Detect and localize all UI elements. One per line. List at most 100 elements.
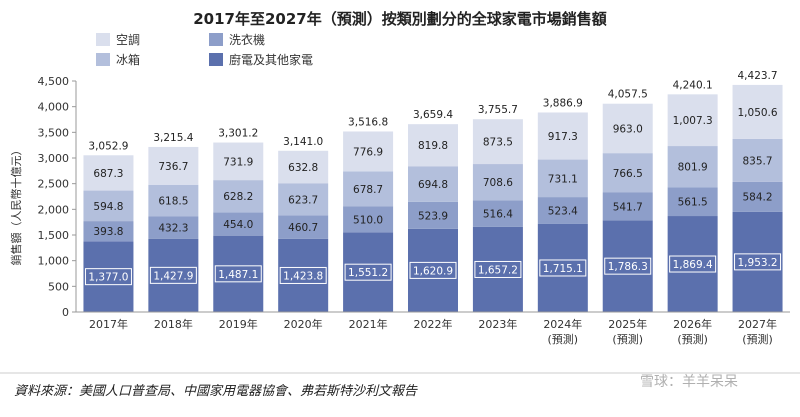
watermark-text: 雪球：羊羊呆呆 — [640, 374, 738, 390]
data-label-box — [734, 253, 782, 271]
bar-segment — [537, 159, 588, 198]
bar-segment — [408, 166, 458, 202]
data-label: 963.0 — [613, 123, 643, 135]
data-label: 523.4 — [548, 206, 578, 218]
bar-segment — [83, 190, 134, 222]
total-label: 4,423.7 — [738, 70, 778, 82]
x-tick-sublabel: (預測) — [742, 332, 773, 346]
x-tick-label: 2020年 — [284, 317, 323, 331]
x-tick-label: 2018年 — [154, 317, 193, 331]
data-label: 801.9 — [678, 162, 708, 174]
data-label: 835.7 — [743, 155, 773, 167]
y-tick-label: 500 — [48, 280, 69, 293]
y-axis: 0 500 1,000 1,500 2,000 2,500 3,000 3,500 4,000 4… — [38, 75, 77, 319]
bar-segment — [148, 216, 199, 239]
total-label: 3,301.2 — [218, 128, 258, 140]
x-tick-sublabel: (預測) — [548, 332, 579, 346]
x-tick-label: 2027年 — [738, 317, 777, 331]
data-label: 594.8 — [93, 201, 123, 213]
bar-segment — [343, 131, 394, 172]
data-label: 678.7 — [353, 184, 383, 196]
bar-segment — [278, 150, 329, 184]
bar-segment — [213, 180, 264, 213]
data-label: 687.3 — [93, 168, 123, 180]
data-label: 776.9 — [353, 146, 383, 158]
total-label: 3,659.4 — [413, 109, 453, 121]
bar-segment — [472, 200, 523, 227]
data-label: 766.5 — [613, 168, 643, 180]
data-label-box — [344, 263, 392, 281]
data-label-box — [149, 266, 197, 284]
data-label: 694.8 — [418, 179, 448, 191]
bar-segment — [732, 138, 783, 182]
data-label: 1,050.6 — [738, 107, 778, 119]
data-label: 393.8 — [93, 226, 123, 238]
bar-segment — [602, 153, 653, 193]
total-label: 4,057.5 — [608, 89, 648, 101]
y-tick-label: 1,500 — [38, 229, 70, 242]
y-tick-label: 2,000 — [38, 203, 70, 216]
data-label: 1,551.2 — [348, 267, 388, 279]
bars: 1,377.0 393.8 594.8 687.3 3,052.9 1,427.9 432.… — [83, 70, 783, 312]
data-label-box — [214, 265, 262, 283]
data-label: 561.5 — [678, 197, 708, 209]
data-label: 460.7 — [288, 222, 318, 234]
data-label-box — [409, 261, 457, 279]
total-label: 3,215.4 — [153, 132, 193, 144]
data-label: 819.8 — [418, 140, 448, 152]
data-label: 1,007.3 — [673, 115, 713, 127]
total-label: 3,516.8 — [348, 116, 388, 128]
data-label: 623.7 — [288, 194, 318, 206]
data-label: 510.0 — [353, 214, 383, 226]
data-label: 873.5 — [483, 137, 513, 149]
data-label: 628.2 — [223, 191, 253, 203]
bar-segment — [408, 124, 458, 167]
legend-label: 冰箱 — [116, 52, 140, 67]
total-label: 3,886.9 — [543, 97, 583, 109]
bar-segment — [602, 192, 653, 221]
bar-segment — [472, 164, 523, 201]
data-label-box — [279, 266, 327, 284]
x-axis: 2017年 2018年 2019年 2020年 2021年 2022年 2023年 2024年… — [76, 311, 790, 346]
bar-segment — [213, 142, 264, 181]
data-label: 1,427.9 — [153, 270, 193, 282]
bar-segment — [278, 183, 329, 216]
data-label: 454.0 — [223, 219, 253, 231]
bar-segment — [732, 181, 783, 212]
legend-swatch — [96, 53, 110, 66]
data-label: 731.9 — [223, 156, 253, 168]
bar-segment — [408, 201, 458, 229]
bar-segment — [602, 103, 653, 154]
bar-segment — [343, 171, 394, 207]
data-label: 1,620.9 — [413, 265, 453, 277]
legend-swatch — [209, 33, 223, 46]
data-label: 1,657.2 — [478, 264, 518, 276]
data-label: 731.1 — [548, 173, 578, 185]
data-label: 1,786.3 — [608, 261, 648, 273]
y-axis-label: 銷售額（人民幣十億元） — [9, 145, 23, 266]
legend-swatch — [96, 33, 110, 46]
x-tick-sublabel: (預測) — [677, 332, 708, 346]
data-label: 1,423.8 — [283, 270, 323, 282]
bar-segment — [667, 146, 718, 188]
bar-segment — [83, 155, 134, 191]
data-label: 736.7 — [158, 161, 188, 173]
y-tick-label: 4,500 — [38, 75, 70, 88]
chart-title: 2017年至2027年（預測）按類別劃分的全球家電市場銷售額 — [193, 10, 607, 28]
x-tick-label: 2022年 — [414, 317, 453, 331]
data-label: 1,869.4 — [673, 259, 713, 271]
data-label: 584.2 — [743, 192, 773, 204]
bar-segment — [148, 146, 199, 185]
bar-segment — [148, 184, 199, 217]
y-tick-label: 3,500 — [38, 126, 70, 139]
total-label: 3,755.7 — [478, 104, 518, 116]
y-tick-label: 4,000 — [38, 101, 70, 114]
data-label: 523.9 — [418, 210, 448, 222]
x-tick-label: 2017年 — [89, 317, 128, 331]
source-note: 資料來源：美國人口普查局、中國家用電器協會、弗若斯特沙利文報告 — [14, 383, 418, 399]
x-tick-sublabel: (預測) — [612, 332, 643, 346]
x-tick-label: 2019年 — [219, 317, 258, 331]
legend-label: 廚電及其他家電 — [229, 52, 313, 67]
